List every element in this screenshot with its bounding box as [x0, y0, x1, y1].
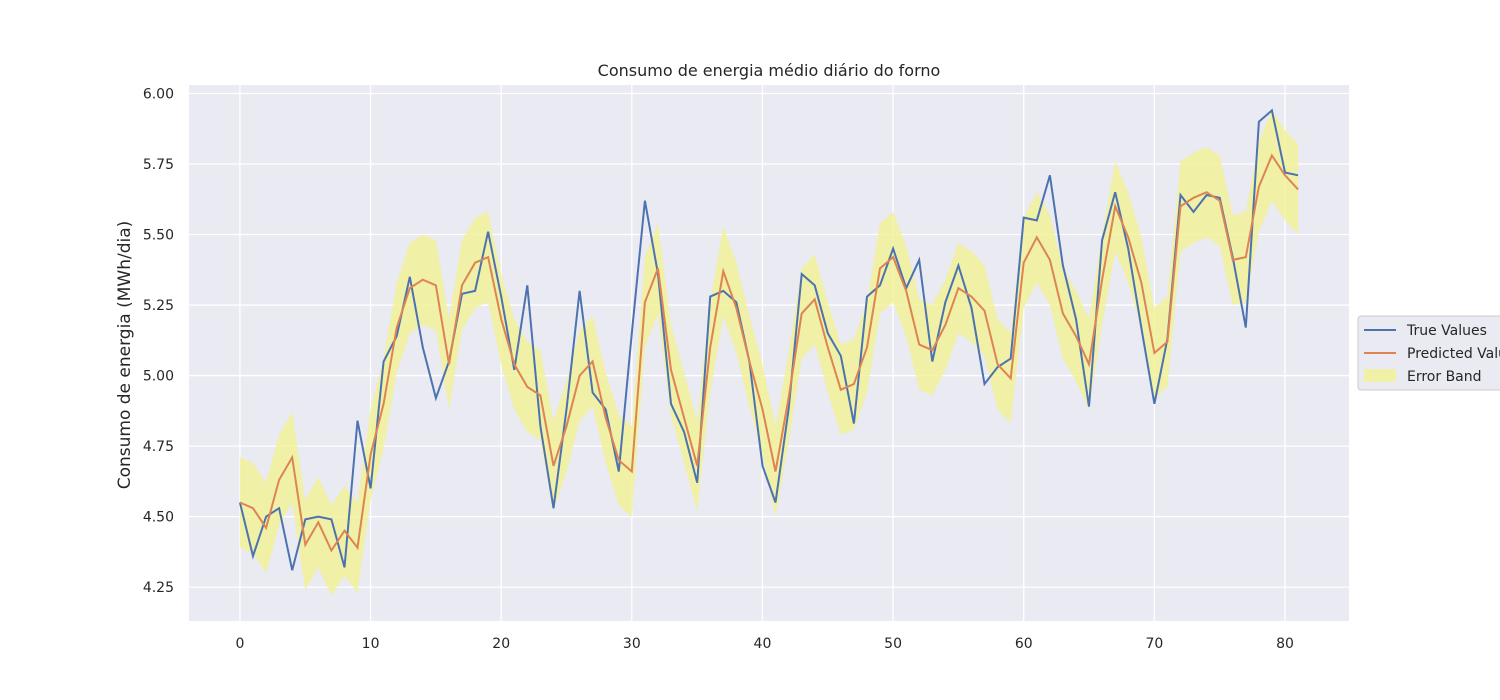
predicted-values-line — [239, 153, 1299, 553]
x-tick-label: 40 — [754, 636, 772, 652]
x-tick-label: 30 — [623, 636, 641, 652]
y-tick-label: 4.25 — [143, 580, 174, 596]
x-tick-label: 60 — [1015, 636, 1033, 652]
y-tick-label: 5.25 — [143, 298, 174, 314]
x-tick-label: 80 — [1276, 636, 1294, 652]
error-band-area — [239, 110, 1299, 596]
legend-predicted-label: Predicted Values — [1407, 346, 1500, 362]
y-tick-label: 4.50 — [143, 510, 174, 526]
x-tick-label: 70 — [1145, 636, 1163, 652]
legend-true-label: True Values — [1406, 323, 1487, 339]
chart-title: Consumo de energia médio diário do forno — [598, 61, 941, 80]
legend-band-swatch — [1364, 369, 1396, 382]
y-tick-label: 5.00 — [143, 369, 174, 385]
x-tick-label: 20 — [492, 636, 510, 652]
y-axis-ticks: 4.25 4.50 4.75 5.00 5.25 5.50 5.75 6.00 — [143, 86, 174, 596]
x-tick-label: 0 — [235, 636, 244, 652]
y-axis-label: Consumo de energia (MWh/dia) — [115, 221, 135, 490]
y-tick-label: 4.75 — [143, 439, 174, 455]
y-tick-label: 6.00 — [143, 86, 174, 102]
y-tick-label: 5.50 — [143, 228, 174, 244]
legend-band-label: Error Band — [1407, 369, 1482, 385]
x-tick-label: 50 — [884, 636, 902, 652]
x-axis-ticks: 0 10 20 30 40 50 60 70 80 — [235, 636, 1293, 652]
y-tick-label: 5.75 — [143, 157, 174, 173]
x-tick-label: 10 — [362, 636, 380, 652]
legend: True Values Predicted Values Error Band — [1357, 315, 1500, 391]
